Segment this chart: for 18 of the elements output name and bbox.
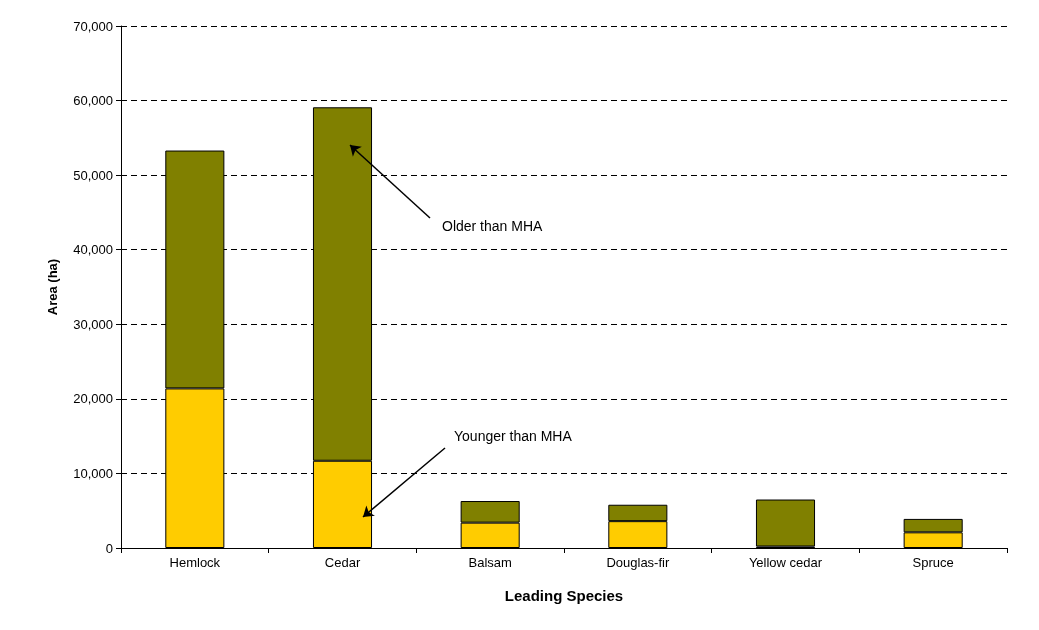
y-tick-label: 10,000 bbox=[73, 465, 113, 481]
x-tick-label: Cedar bbox=[324, 555, 361, 570]
y-tick-label: 20,000 bbox=[73, 391, 113, 407]
y-tick-label: 30,000 bbox=[73, 316, 113, 332]
annotation: Younger than MHA bbox=[454, 428, 573, 444]
x-tick-label: Yellow cedar bbox=[748, 555, 823, 570]
annotation: Older than MHA bbox=[442, 218, 544, 234]
y-axis-title: Area (ha) bbox=[45, 258, 60, 316]
x-axis-title: Leading Species bbox=[504, 587, 624, 604]
y-tick-label: 50,000 bbox=[73, 167, 113, 183]
x-tick-label: Spruce bbox=[912, 555, 954, 570]
y-tick-label: 40,000 bbox=[73, 242, 113, 258]
y-tick-label: 70,000 bbox=[73, 18, 113, 34]
y-tick-label: 60,000 bbox=[73, 93, 113, 109]
y-tick-label: 0 bbox=[105, 540, 113, 556]
x-tick-label: Douglas-fir bbox=[606, 555, 670, 570]
x-tick-label: Hemlock bbox=[169, 555, 221, 570]
x-tick-label: Balsam bbox=[468, 555, 512, 570]
